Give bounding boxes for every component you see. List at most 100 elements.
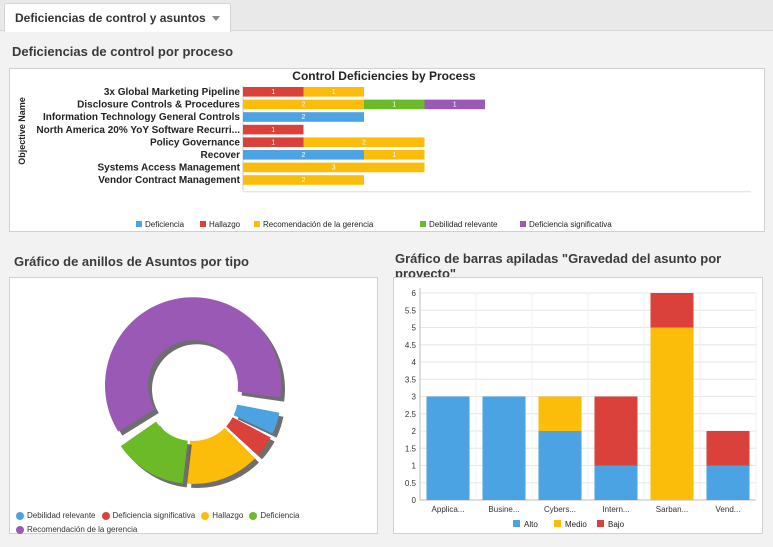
legend-dot-icon <box>249 512 258 520</box>
category-label: Disclosure Controls & Procedures <box>77 100 240 111</box>
legend-label: Deficiencia significativa <box>529 220 612 229</box>
bar-value-label: 1 <box>392 152 396 159</box>
bar-value-label: 1 <box>271 139 275 146</box>
donut-legend: Debilidad relevante Deficiencia significa… <box>16 510 376 538</box>
process-chart-panel: Control Deficiencies by Process Objective… <box>9 68 765 232</box>
category-label: Policy Governance <box>150 137 240 148</box>
section-title-process: Deficiencias de control por proceso <box>12 44 234 59</box>
x-tick-label: Applica... <box>432 505 465 514</box>
legend-label: Hallazgo <box>209 220 241 229</box>
x-tick-label: Sarban... <box>656 505 688 514</box>
x-tick-label: Cybers... <box>544 505 576 514</box>
category-label: 3x Global Marketing Pipeline <box>104 87 241 98</box>
category-label: Systems Access Management <box>98 163 241 174</box>
x-tick-label: Vend... <box>716 505 741 514</box>
bar-value-label: 3 <box>332 165 336 172</box>
bar-segment <box>706 431 750 466</box>
y-tick-label: 2 <box>412 427 417 436</box>
legend-dot-icon <box>16 512 24 520</box>
y-tick-label: 3.5 <box>405 375 417 384</box>
y-tick-label: 2.5 <box>405 410 417 419</box>
legend-swatch <box>200 221 206 227</box>
donut-slice <box>105 297 281 432</box>
y-tick-label: 4 <box>412 358 417 367</box>
donut-legend-item[interactable]: Deficiencia <box>249 510 299 522</box>
bar-segment <box>594 465 638 500</box>
bar-segment <box>424 99 485 110</box>
legend-label: Hallazgo <box>212 511 244 520</box>
legend-dot-icon <box>201 512 210 520</box>
legend-swatch <box>513 520 520 527</box>
bar-segment <box>243 99 364 110</box>
bar-segment <box>482 396 526 500</box>
legend-label: Bajo <box>608 520 625 529</box>
legend-label: Deficiencia significativa <box>112 511 196 520</box>
donut-slice <box>120 421 188 484</box>
bar-segment <box>364 150 425 160</box>
tab-deficiencias[interactable]: Deficiencias de control y asuntos <box>4 3 231 32</box>
legend-label: Debilidad relevante <box>27 511 96 520</box>
x-tick-label: Busine... <box>488 505 519 514</box>
chevron-down-icon[interactable] <box>211 15 220 21</box>
category-label: North America 20% YoY Software Recurri..… <box>36 125 240 136</box>
legend-swatch <box>420 221 426 227</box>
category-label: Vendor Contract Management <box>98 175 240 186</box>
process-bar-chart: Control Deficiencies by Process Objective… <box>17 69 751 229</box>
bar-value-label: 1 <box>271 127 275 134</box>
category-label: Recover <box>201 150 241 161</box>
legend-label: Deficiencia <box>260 511 300 520</box>
x-tick-label: Intern... <box>602 505 629 514</box>
legend-label: Medio <box>565 520 587 529</box>
stacked-bar-chart: 0 0.5 1 1.5 2 2.5 3 3.5 4 4.5 5 5.5 6 Applica... Busin… <box>405 288 757 529</box>
bar-value-label: 1 <box>332 89 336 96</box>
donut-legend-item[interactable]: Recomendación de la gerencia <box>16 524 137 536</box>
donut-slice <box>187 427 255 484</box>
donut-slice <box>233 404 280 434</box>
category-label: Information Technology General Controls <box>43 112 240 123</box>
bar-segment <box>364 99 425 110</box>
bar-segment <box>538 396 582 431</box>
donut-legend-item[interactable]: Debilidad relevante <box>16 510 96 522</box>
legend-dot-icon <box>101 512 110 520</box>
bar-segment <box>650 293 694 328</box>
bar-segment <box>706 465 750 500</box>
bar-segment <box>243 162 425 173</box>
donut-chart <box>105 297 285 488</box>
legend-label: Recomendación de la gerencia <box>27 525 138 534</box>
bar-segment <box>538 431 582 500</box>
legend-swatch <box>520 221 526 227</box>
y-tick-label: 6 <box>412 289 417 298</box>
y-tick-label: 1 <box>412 462 417 471</box>
chart-title: Control Deficiencies by Process <box>292 69 476 83</box>
donut-legend-item[interactable]: Hallazgo <box>201 510 243 522</box>
bar-value-label: 1 <box>453 102 457 109</box>
bar-segment <box>426 396 470 500</box>
bar-value-label: 2 <box>302 177 306 184</box>
legend-swatch <box>597 520 604 527</box>
bar-value-label: 2 <box>362 139 366 146</box>
bar-segment <box>243 112 364 122</box>
legend-label: Alto <box>524 520 538 529</box>
bar-segment <box>243 87 304 97</box>
bar-segment <box>243 150 364 160</box>
bar-segment <box>303 137 425 147</box>
legend-swatch <box>554 520 561 527</box>
y-tick-label: 1.5 <box>405 444 417 453</box>
donut-slice <box>226 417 271 456</box>
bar-value-label: 1 <box>271 89 275 96</box>
bar-value-label: 1 <box>392 102 396 109</box>
y-tick-label: 0.5 <box>405 479 417 488</box>
stacked-chart-panel: 0 0.5 1 1.5 2 2.5 3 3.5 4 4.5 5 5.5 6 Applica... Busin… <box>393 277 763 534</box>
legend-label: Recomendación de la gerencia <box>263 220 374 229</box>
bar-value-label: 2 <box>302 114 306 121</box>
y-tick-label: 5 <box>412 324 417 333</box>
legend-label: Deficiencia <box>145 220 185 229</box>
y-tick-label: 0 <box>412 496 417 505</box>
bar-value-label: 2 <box>302 152 306 159</box>
tab-bar: Deficiencias de control y asuntos <box>0 0 773 32</box>
bar-segment <box>243 137 304 147</box>
bar-segment <box>303 87 364 97</box>
y-tick-label: 3 <box>412 393 417 402</box>
legend-swatch <box>254 221 260 227</box>
donut-legend-item[interactable]: Deficiencia significativa <box>101 510 196 522</box>
